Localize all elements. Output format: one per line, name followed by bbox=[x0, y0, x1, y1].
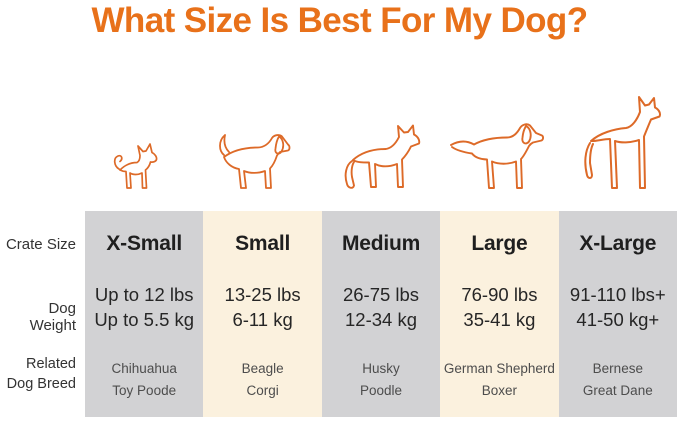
page-title: What Size Is Best For My Dog? bbox=[91, 1, 589, 40]
weight-kg: 12-34 kg bbox=[345, 309, 418, 330]
row-label-related: Related bbox=[26, 356, 76, 372]
weight-lbs: 26-75 lbs bbox=[342, 284, 420, 305]
breed-1: Beagle bbox=[241, 361, 284, 376]
weight-kg: 35-41 kg bbox=[463, 309, 536, 330]
crate-size-value: Small bbox=[235, 232, 291, 255]
size-column-small: Small 13-25 lbs 6-11 kg Beagle Corgi bbox=[203, 211, 322, 417]
weight-lbs: Up to 12 lbs bbox=[94, 284, 194, 305]
dog-weight-value: 26-75 lbs 12-34 kg bbox=[322, 282, 440, 332]
size-column-medium: Medium 26-75 lbs 12-34 kg Husky Poodle bbox=[321, 211, 441, 417]
related-breeds: Beagle Corgi bbox=[203, 358, 321, 401]
crate-size-value: Medium bbox=[341, 232, 421, 255]
weight-kg: Up to 5.5 kg bbox=[94, 309, 195, 330]
german-shepherd-dog-icon bbox=[447, 116, 552, 191]
row-label-related-dog-breed: Related Dog Breed bbox=[0, 355, 76, 394]
great-dane-dog-icon bbox=[570, 90, 673, 191]
breed-2: Poodle bbox=[359, 382, 403, 398]
size-column-x-small: X-Small Up to 12 lbs Up to 5.5 kg Chihua… bbox=[85, 211, 204, 417]
beagle-dog-icon bbox=[212, 128, 295, 191]
related-breeds: Bernese Great Dane bbox=[559, 358, 677, 401]
dog-weight-value: 13-25 lbs 6-11 kg bbox=[203, 282, 321, 332]
related-breeds: Chihuahua Toy Poode bbox=[85, 358, 203, 401]
weight-kg: 41-50 kg+ bbox=[576, 309, 660, 330]
breed-1: Husky bbox=[362, 361, 400, 376]
breed-1: Bernese bbox=[592, 361, 643, 376]
weight-kg: 6-11 kg bbox=[232, 309, 293, 330]
row-label-dog-breed: Dog Breed bbox=[6, 375, 76, 392]
husky-dog-icon bbox=[338, 119, 425, 191]
chihuahua-dog-icon bbox=[112, 136, 165, 191]
breed-1: Chihuahua bbox=[111, 361, 177, 376]
breed-2: Toy Poode bbox=[112, 382, 177, 398]
dog-weight-value: 91-110 lbs+ 41-50 kg+ bbox=[559, 282, 677, 332]
weight-lbs: 91-110 lbs+ bbox=[569, 284, 666, 305]
size-comparison-table: X-Small Up to 12 lbs Up to 5.5 kg Chihua… bbox=[85, 211, 678, 417]
size-column-x-large: X-Large 91-110 lbs+ 41-50 kg+ Bernese Gr… bbox=[558, 211, 678, 417]
dog-weight-value: Up to 12 lbs Up to 5.5 kg bbox=[85, 282, 203, 332]
related-breeds: Husky Poodle bbox=[322, 358, 440, 401]
crate-size-value: X-Large bbox=[579, 232, 657, 255]
related-breeds: German Shepherd Boxer bbox=[440, 358, 558, 401]
breed-1: German Shepherd bbox=[443, 361, 555, 376]
weight-lbs: 76-90 lbs bbox=[461, 284, 538, 305]
breed-2: Corgi bbox=[246, 382, 279, 398]
breed-2: Boxer bbox=[481, 382, 518, 398]
row-label-crate-size: Crate Size bbox=[5, 236, 76, 253]
size-column-large: Large 76-90 lbs 35-41 kg German Shepherd… bbox=[440, 211, 559, 417]
row-label-dog-weight: Dog Weight bbox=[29, 300, 76, 334]
crate-size-value: Large bbox=[471, 232, 528, 255]
dog-weight-value: 76-90 lbs 35-41 kg bbox=[440, 282, 558, 332]
weight-lbs: 13-25 lbs bbox=[224, 284, 301, 305]
crate-size-value: X-Small bbox=[106, 232, 183, 255]
breed-2: Great Dane bbox=[582, 382, 653, 398]
